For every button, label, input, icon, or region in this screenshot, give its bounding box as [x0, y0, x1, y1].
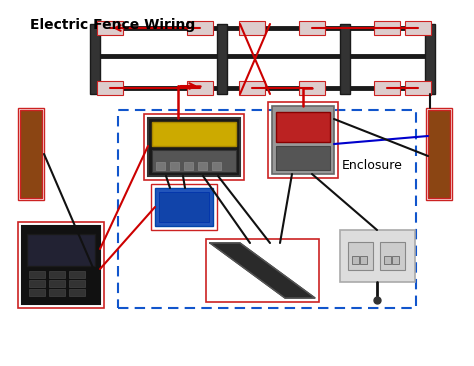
Bar — [299, 21, 325, 35]
Bar — [144, 114, 244, 180]
Bar — [360, 256, 367, 264]
Bar — [405, 81, 431, 95]
Bar — [268, 102, 338, 178]
Bar — [97, 21, 123, 35]
Bar — [392, 256, 399, 264]
Bar — [405, 21, 431, 35]
Bar — [352, 256, 359, 264]
Bar — [155, 188, 213, 226]
Bar — [426, 108, 452, 200]
Bar — [374, 81, 400, 95]
Bar — [299, 81, 325, 95]
Bar — [170, 162, 179, 170]
Bar — [18, 108, 44, 200]
Text: Enclosure: Enclosure — [342, 159, 403, 172]
Bar — [340, 24, 350, 94]
Bar — [425, 24, 435, 94]
Bar — [27, 234, 95, 266]
Bar — [374, 21, 400, 35]
Bar — [276, 112, 330, 142]
Bar — [69, 280, 85, 287]
Bar — [152, 150, 236, 172]
Bar — [239, 81, 265, 95]
Bar — [152, 122, 236, 146]
Text: Electric Fence Wiring: Electric Fence Wiring — [30, 18, 195, 32]
Bar — [49, 280, 65, 287]
Bar — [187, 21, 213, 35]
Bar — [276, 146, 330, 170]
Bar — [90, 24, 100, 94]
Bar — [49, 271, 65, 278]
Bar — [340, 230, 415, 282]
Bar — [20, 110, 42, 198]
Bar — [49, 289, 65, 296]
Bar — [380, 242, 405, 270]
Bar — [118, 110, 416, 308]
Bar — [159, 192, 209, 222]
Bar — [198, 162, 207, 170]
Bar — [29, 271, 45, 278]
Bar — [187, 81, 213, 95]
Bar — [212, 162, 221, 170]
Bar — [97, 81, 123, 95]
Bar — [18, 222, 104, 308]
Bar — [22, 226, 100, 304]
Bar — [428, 110, 450, 198]
Bar — [69, 289, 85, 296]
Bar — [217, 24, 227, 94]
Bar — [29, 289, 45, 296]
Bar — [384, 256, 391, 264]
Bar — [239, 21, 265, 35]
Polygon shape — [210, 243, 315, 298]
Bar — [69, 271, 85, 278]
Bar — [29, 280, 45, 287]
Bar — [184, 162, 193, 170]
Bar — [348, 242, 373, 270]
Bar — [148, 118, 240, 176]
Bar — [151, 184, 217, 230]
Bar — [206, 239, 319, 302]
Bar — [272, 106, 334, 174]
Bar — [156, 162, 165, 170]
